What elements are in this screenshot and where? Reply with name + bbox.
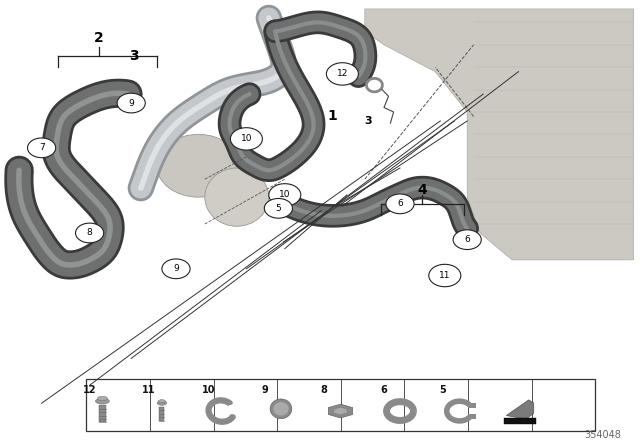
Circle shape: [28, 138, 56, 158]
Text: 9: 9: [261, 385, 268, 395]
Circle shape: [386, 194, 414, 214]
Text: 7: 7: [39, 143, 44, 152]
Text: 6: 6: [380, 385, 387, 395]
Text: 8: 8: [321, 385, 328, 395]
Polygon shape: [334, 407, 347, 415]
Circle shape: [162, 259, 190, 279]
Bar: [468, 403, 476, 409]
Circle shape: [229, 414, 236, 419]
Ellipse shape: [205, 168, 269, 226]
Text: 10: 10: [202, 385, 215, 395]
Circle shape: [326, 63, 358, 85]
Text: 11: 11: [142, 385, 156, 395]
Text: 8: 8: [87, 228, 92, 237]
Text: 12: 12: [337, 69, 348, 78]
Polygon shape: [506, 400, 534, 419]
Ellipse shape: [273, 402, 289, 416]
Ellipse shape: [157, 134, 240, 197]
Bar: [468, 414, 476, 419]
Text: 10: 10: [241, 134, 252, 143]
Circle shape: [269, 184, 301, 206]
Bar: [504, 418, 536, 424]
Polygon shape: [328, 404, 353, 418]
Circle shape: [76, 223, 104, 243]
Text: 5: 5: [276, 204, 281, 213]
Text: 2: 2: [94, 31, 104, 45]
Bar: [159, 408, 164, 421]
Text: 12: 12: [83, 385, 96, 395]
Ellipse shape: [159, 400, 166, 403]
Polygon shape: [365, 9, 634, 260]
Text: 11: 11: [439, 271, 451, 280]
Circle shape: [230, 128, 262, 150]
Ellipse shape: [97, 396, 108, 401]
Circle shape: [429, 264, 461, 287]
Ellipse shape: [95, 399, 109, 404]
Bar: [86, 379, 595, 431]
Circle shape: [117, 93, 145, 113]
Text: 9: 9: [173, 264, 179, 273]
Text: 3: 3: [129, 49, 140, 63]
Circle shape: [264, 198, 292, 218]
Text: 6: 6: [397, 199, 403, 208]
Text: 4: 4: [417, 183, 428, 198]
Text: 354048: 354048: [584, 430, 621, 440]
Text: 1: 1: [328, 109, 338, 124]
Text: 10: 10: [279, 190, 291, 199]
Text: 5: 5: [440, 385, 447, 395]
Text: 9: 9: [129, 99, 134, 108]
Circle shape: [227, 401, 233, 405]
Ellipse shape: [270, 399, 292, 419]
Text: 6: 6: [465, 235, 470, 244]
Circle shape: [453, 230, 481, 250]
Text: 3: 3: [364, 116, 372, 126]
Ellipse shape: [157, 401, 167, 405]
Bar: [99, 405, 106, 422]
